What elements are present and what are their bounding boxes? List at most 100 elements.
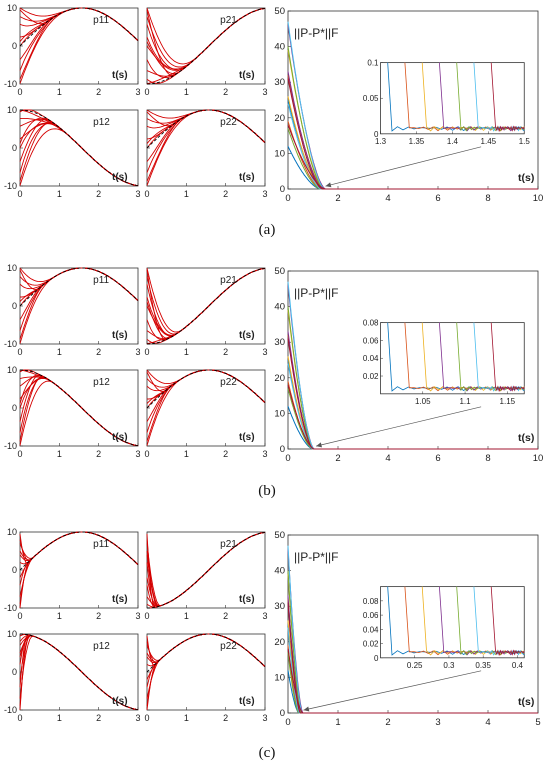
- norm-series: [287, 602, 538, 714]
- subplot-xlabel: t(s): [112, 432, 128, 443]
- y-tick-label: 0: [12, 565, 17, 575]
- inset-y-tick-label: 0.02: [363, 640, 379, 649]
- x-tick-label: 2: [223, 611, 228, 621]
- reference-curve: [146, 369, 266, 409]
- subplot-xlabel: t(s): [112, 70, 128, 81]
- subplot-title: p21: [220, 15, 237, 26]
- x-tick-label: 2: [223, 347, 228, 357]
- norm-series: [287, 124, 538, 190]
- plot-frame: [19, 531, 139, 609]
- y-tick-label: 0: [12, 301, 17, 311]
- zoom-arrowhead: [325, 182, 332, 188]
- norm-ylabel: ||P-P*||F: [294, 286, 338, 300]
- y-tick-label: -10: [4, 441, 17, 451]
- plot-frame: [146, 531, 266, 609]
- x-tick-label: 0: [285, 453, 290, 464]
- x-tick-label: 10: [533, 193, 544, 204]
- norm-series: [287, 21, 538, 190]
- y-tick-label: 10: [7, 629, 17, 639]
- inset-x-tick-label: 1.3: [375, 137, 387, 146]
- x-tick-label: 3: [262, 449, 267, 459]
- plot-frame: [146, 267, 266, 345]
- zoom-arrowhead: [303, 706, 310, 712]
- y-tick-label: 0: [12, 667, 17, 677]
- y-tick-label: 0: [280, 444, 285, 455]
- x-tick-label: 1: [184, 713, 189, 723]
- subplot-p11: p11 t(s): [19, 531, 139, 609]
- subplot-title: p12: [93, 641, 110, 652]
- inset-x-tick-label: 1.35: [409, 137, 425, 146]
- x-tick-label: 0: [17, 449, 22, 459]
- x-tick-label: 3: [135, 713, 140, 723]
- x-tick-label: 1: [57, 347, 62, 357]
- inset-frame: [380, 586, 525, 659]
- x-tick-label: 0: [17, 347, 22, 357]
- inset-y-tick-label: 0.06: [363, 611, 379, 620]
- subplot-p21: p21 t(s): [146, 531, 266, 609]
- zoom-arrowhead: [316, 442, 322, 448]
- x-tick-label: 1: [184, 611, 189, 621]
- subplot-p21: p21 t(s): [146, 267, 266, 345]
- x-tick-label: 2: [223, 713, 228, 723]
- x-tick-label: 3: [262, 611, 267, 621]
- subplot-xlabel: t(s): [239, 594, 255, 605]
- x-tick-label: 2: [96, 87, 101, 97]
- subplot-title: p11: [93, 539, 109, 550]
- inset-y-tick-label: 0: [374, 654, 379, 663]
- subplot-xlabel: t(s): [239, 70, 255, 81]
- inset-y-tick-label: 0.08: [363, 597, 379, 606]
- reference-curve: [146, 633, 266, 673]
- x-tick-label: 2: [96, 611, 101, 621]
- y-tick-label: -10: [4, 79, 17, 89]
- subplot-xlabel: t(s): [239, 696, 255, 707]
- norm-series: [287, 103, 538, 190]
- y-tick-label: -10: [4, 705, 17, 715]
- norm-xlabel: t(s): [518, 696, 534, 708]
- x-tick-label: 3: [262, 87, 267, 97]
- subplot-xlabel: t(s): [239, 172, 255, 183]
- x-tick-label: 0: [17, 611, 22, 621]
- norm-ylabel: ||P-P*||F: [294, 26, 338, 40]
- x-tick-label: 8: [485, 193, 490, 204]
- x-tick-label: 1: [184, 189, 189, 199]
- reference-curve: [20, 109, 139, 187]
- subplot-title: p22: [220, 641, 237, 652]
- subplot-title: p22: [220, 377, 237, 388]
- subplot-xlabel: t(s): [112, 172, 128, 183]
- y-tick-label: 10: [7, 263, 17, 273]
- x-tick-label: 4: [385, 193, 390, 204]
- inset-y-tick-label: 0.04: [363, 625, 379, 634]
- inset-y-tick-label: 0.08: [363, 319, 379, 328]
- reference-curve: [19, 267, 139, 307]
- y-tick-label: -10: [4, 339, 17, 349]
- x-tick-label: 2: [96, 347, 101, 357]
- subplot-p12: p12 t(s): [19, 109, 139, 187]
- inset-x-tick-label: 0.25: [407, 661, 423, 670]
- x-tick-label: 2: [96, 713, 101, 723]
- x-tick-label: 1: [184, 347, 189, 357]
- plot-frame: [19, 267, 139, 345]
- reference-curve: [20, 633, 139, 711]
- x-tick-label: 0: [144, 347, 149, 357]
- x-tick-label: 1: [335, 717, 340, 728]
- inset-frame: [380, 322, 525, 395]
- subplot-p11: p11 t(s): [19, 7, 139, 85]
- inset-frame: [380, 62, 525, 135]
- inset-y-tick-label: 0: [374, 130, 379, 139]
- zoom-arrow: [303, 670, 482, 711]
- inset-x-tick-label: 1.1: [459, 397, 471, 406]
- inset-series: [490, 322, 525, 393]
- y-tick-label: 20: [274, 637, 285, 648]
- x-tick-label: 2: [385, 717, 390, 728]
- y-tick-label: 20: [274, 373, 285, 384]
- zoom-arrow: [325, 146, 482, 187]
- subplot-p21: p21 t(s): [146, 7, 266, 85]
- x-tick-label: 10: [533, 453, 544, 464]
- subplot-xlabel: t(s): [239, 330, 255, 341]
- norm-xlabel: t(s): [518, 172, 534, 184]
- norm-ylabel: ||P-P*||F: [294, 550, 338, 564]
- y-tick-label: 30: [274, 337, 285, 348]
